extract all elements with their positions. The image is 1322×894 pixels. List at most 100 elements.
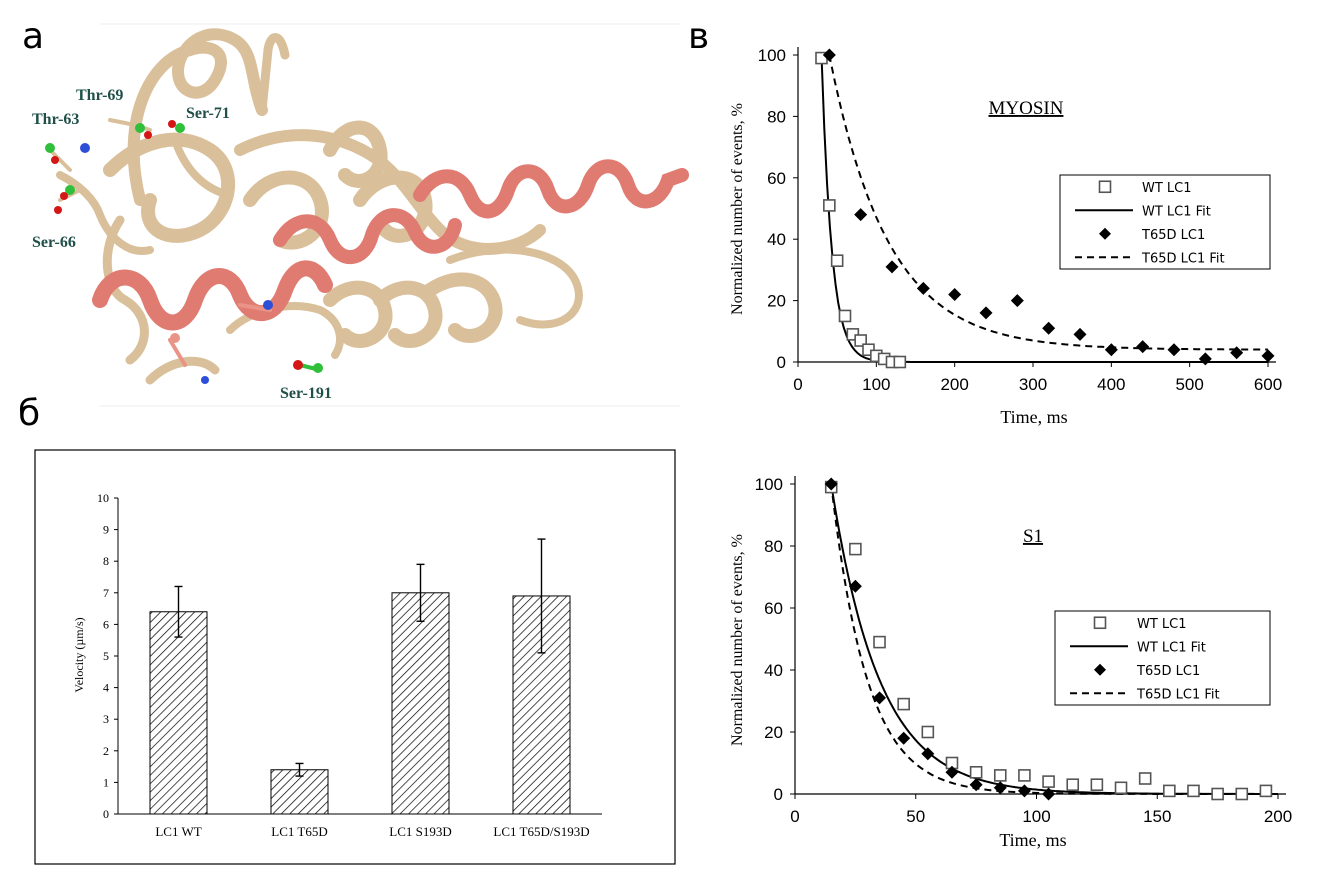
velocity-y-tick-label: 5 — [103, 649, 109, 663]
velocity-y-tick-label: 7 — [103, 586, 109, 600]
myosin-y-label: Normalized number of events, % — [729, 103, 746, 315]
velocity-bar — [149, 611, 208, 815]
myosin-t65d-point — [1167, 343, 1181, 357]
s1-wt-point — [1259, 784, 1273, 798]
label-thr-63: Thr-63 — [32, 111, 79, 128]
s1-t65d-point — [993, 781, 1007, 795]
label-ser-191: Ser-191 — [280, 385, 332, 402]
s1-y-tick-label: 60 — [764, 599, 783, 618]
myosin-legend-label: WT LC1 — [1142, 181, 1192, 196]
myosin-title: MYOSIN — [989, 98, 1064, 119]
s1-wt-point — [1163, 784, 1176, 798]
myosin-t65d-point — [916, 281, 930, 295]
myosin-t65d-point — [885, 260, 899, 274]
myosin-y-tick-label: 60 — [767, 169, 786, 188]
myosin-wt-point — [893, 355, 907, 369]
s1-title: S1 — [1023, 526, 1043, 547]
myosin-scatter-chart: 0 100 200 300 400 500 600 0 20 40 60 80 100 MYOSIN T… — [729, 46, 1282, 427]
s1-y-tick-label: 100 — [755, 475, 783, 494]
s1-x-tick-label: 50 — [906, 807, 925, 826]
velocity-y-tick-label: 8 — [103, 554, 109, 568]
velocity-y-tick-label: 6 — [103, 617, 109, 631]
s1-wt-point — [1042, 775, 1055, 788]
label-thr-69: Thr-69 — [76, 87, 123, 104]
s1-legend-label: T65D LC1 Fit — [1136, 687, 1220, 702]
velocity-y-tick-label: 3 — [103, 712, 109, 726]
myosin-y-tick-label: 40 — [767, 230, 786, 249]
s1-x-label: Time, ms — [999, 830, 1066, 850]
s1-wt-point — [1090, 778, 1104, 792]
myosin-y-tick-label: 80 — [767, 107, 786, 126]
panel-label-b: б — [18, 393, 40, 434]
velocity-category-label: LC1 T65D — [271, 824, 327, 839]
s1-t65d-point — [1042, 787, 1056, 801]
velocity-y-tick-label: 2 — [103, 744, 109, 758]
myosin-t65d-point — [1010, 294, 1024, 308]
myosin-x-tick-label: 400 — [1097, 375, 1125, 394]
velocity-category-label: LC1 S193D — [389, 824, 451, 839]
myosin-t65d-point — [1198, 352, 1212, 366]
myosin-legend-label: WT LC1 Fit — [1142, 204, 1211, 219]
myosin-t65d-point — [1136, 340, 1150, 354]
velocity-y-tick-label: 9 — [103, 523, 109, 537]
s1-scatter-chart: 0 50 100 150 200 0 20 40 60 80 100 S1 Time, ms Nor… — [729, 475, 1292, 850]
s1-wt-point — [873, 635, 886, 649]
myosin-legend-label: T65D LC1 — [1141, 228, 1205, 243]
myosin-wt-point — [830, 254, 844, 267]
myosin-t65d-point — [854, 208, 868, 222]
velocity-category-label: LC1 T65D/S193D — [493, 824, 589, 839]
myosin-legend: WT LC1 WT LC1 Fit T65D LC1 T65D LC1 Fit — [1059, 174, 1271, 270]
s1-wt-point — [897, 697, 910, 711]
s1-t65d-point — [945, 765, 959, 779]
velocity-bar-chart: 0 1 2 3 4 5 6 7 8 9 10 LC1 WT LC1 T65D LC1 S193D LC1 … — [34, 449, 676, 865]
myosin-y-tick-label: 100 — [758, 46, 786, 65]
label-ser-71: Ser-71 — [186, 105, 230, 122]
s1-fit-line — [830, 483, 1278, 795]
myosin-legend-box — [1059, 174, 1271, 270]
myosin-t65d-point — [1230, 346, 1244, 360]
myosin-x-tick-label: 0 — [793, 375, 802, 394]
myosin-x-label: Time, ms — [1000, 407, 1067, 427]
myosin-t65d-point — [948, 287, 962, 301]
myosin-t65d-point — [1042, 321, 1056, 335]
s1-y-tick-label: 20 — [764, 723, 783, 742]
s1-t65d-point — [921, 747, 935, 761]
protein-structure-image: Thr-69 Ser-71 Thr-63 Ser-66 Ser-191 — [32, 23, 689, 407]
s1-wt-point — [993, 769, 1007, 782]
s1-t65d-point — [873, 691, 887, 705]
velocity-category-label: LC1 WT — [155, 824, 201, 839]
s1-x-tick-label: 100 — [1022, 807, 1050, 826]
myosin-fit-line — [828, 54, 1269, 351]
myosin-wt-point — [838, 309, 852, 323]
s1-wt-point — [1018, 769, 1031, 782]
myosin-legend-t65d-marker — [1099, 227, 1111, 240]
myosin-x-tick-label: 100 — [862, 375, 890, 394]
s1-t65d-point — [848, 579, 862, 593]
velocity-y-tick-label: 4 — [103, 681, 109, 695]
myosin-y-tick-label: 0 — [777, 353, 786, 372]
s1-t65d-point — [824, 477, 838, 491]
s1-wt-point — [1138, 772, 1152, 785]
myosin-t65d-point — [1261, 349, 1275, 363]
s1-wt-point — [921, 725, 935, 739]
label-ser-66: Ser-66 — [32, 234, 76, 251]
s1-y-tick-label: 40 — [764, 661, 783, 680]
s1-legend-wt-marker — [1093, 616, 1107, 630]
s1-legend-t65d-marker — [1094, 663, 1106, 676]
myosin-legend-label: T65D LC1 Fit — [1141, 251, 1225, 266]
s1-wt-point — [1066, 778, 1080, 792]
panel-label-a: а — [22, 16, 44, 57]
s1-wt-point — [1187, 784, 1200, 798]
myosin-y-tick-label: 20 — [767, 292, 786, 311]
myosin-x-tick-label: 200 — [940, 375, 968, 394]
s1-wt-point — [969, 765, 983, 779]
s1-x-tick-label: 0 — [790, 807, 799, 826]
myosin-legend-wt-marker — [1098, 180, 1112, 194]
velocity-y-tick-label: 1 — [103, 775, 109, 789]
myosin-t65d-point — [979, 306, 993, 320]
s1-wt-point — [1114, 781, 1128, 795]
s1-y-label: Normalized number of events, % — [729, 534, 746, 746]
velocity-y-label: Velocity (µm/s) — [72, 617, 86, 692]
s1-legend-label: WT LC1 — [1137, 617, 1187, 632]
